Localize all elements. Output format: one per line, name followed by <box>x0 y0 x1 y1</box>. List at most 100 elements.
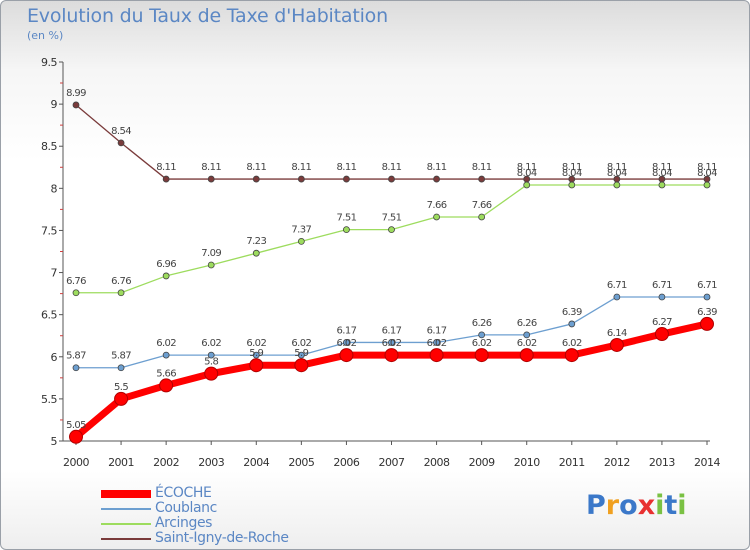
data-point <box>433 213 440 221</box>
data-label: 6.02 <box>156 338 176 349</box>
x-tick-label: 2000 <box>63 456 89 469</box>
data-label: 6.02 <box>336 338 356 349</box>
data-point <box>703 293 711 301</box>
x-tick-label: 2007 <box>379 456 405 469</box>
data-label: 7.09 <box>201 248 221 259</box>
data-point <box>162 272 170 280</box>
data-label: 6.02 <box>472 338 492 349</box>
data-label: 6.14 <box>607 328 627 339</box>
logo-letter: P <box>586 490 606 521</box>
data-point <box>519 348 534 363</box>
data-point <box>658 181 666 189</box>
data-point <box>117 364 125 372</box>
data-label: 6.26 <box>472 318 492 329</box>
x-tick-label: 2001 <box>108 456 134 469</box>
data-point <box>297 237 305 245</box>
data-label: 8.11 <box>607 162 627 173</box>
data-point <box>568 181 576 189</box>
data-label: 6.27 <box>652 317 672 328</box>
legend-swatch <box>101 538 151 540</box>
data-label: 6.39 <box>697 307 717 318</box>
data-label: 8.11 <box>517 162 537 173</box>
data-label: 8.11 <box>291 162 311 173</box>
data-point <box>204 366 219 381</box>
data-point <box>72 289 80 297</box>
data-label: 8.54 <box>111 126 131 137</box>
logo-letter: i <box>677 490 687 521</box>
data-point <box>207 261 215 269</box>
data-label: 6.17 <box>382 325 402 336</box>
legend-label: ÉCOCHE <box>155 485 212 501</box>
data-label: 6.76 <box>111 276 131 287</box>
y-tick-label: 5.5 <box>41 393 57 406</box>
y-tick-label: 8.5 <box>41 140 57 153</box>
x-tick-label: 2013 <box>649 456 675 469</box>
data-label: 8.11 <box>562 162 582 173</box>
data-point <box>297 351 305 359</box>
data-point <box>162 175 170 183</box>
data-point <box>703 181 711 189</box>
data-label: 6.02 <box>291 338 311 349</box>
data-point <box>478 175 486 183</box>
data-label: 8.11 <box>472 162 492 173</box>
data-label: 8.04 <box>562 168 582 179</box>
data-label: 6.02 <box>562 338 582 349</box>
data-label: 8.11 <box>201 162 221 173</box>
data-point <box>433 175 440 183</box>
data-label: 7.66 <box>472 200 492 211</box>
data-label: 7.37 <box>291 224 311 235</box>
data-label: 8.04 <box>697 168 717 179</box>
x-tick-label: 2008 <box>424 456 450 469</box>
data-label: 7.51 <box>382 213 402 224</box>
data-label: 7.23 <box>246 236 266 247</box>
data-point <box>613 181 621 189</box>
proxiti-logo: Proxiti <box>586 490 687 521</box>
data-label: 6.76 <box>66 276 86 287</box>
data-point <box>564 348 579 363</box>
data-point <box>72 364 80 372</box>
legend-label: Saint-Igny-de-Roche <box>155 530 289 546</box>
data-label: 8.11 <box>427 162 447 173</box>
data-point <box>388 226 395 234</box>
data-label: 7.51 <box>336 213 356 224</box>
legend-swatch <box>101 490 151 498</box>
data-point <box>384 348 399 363</box>
data-label: 8.11 <box>382 162 402 173</box>
data-point <box>117 139 125 147</box>
data-point <box>700 316 714 331</box>
data-point <box>117 289 125 297</box>
y-tick-label: 9 <box>51 98 58 111</box>
data-label: 6.02 <box>246 338 266 349</box>
data-point <box>114 391 129 406</box>
data-point <box>568 320 576 328</box>
data-point <box>388 339 395 346</box>
data-label: 6.02 <box>201 338 221 349</box>
data-point <box>72 101 80 109</box>
data-label: 6.71 <box>697 280 717 291</box>
data-point <box>69 429 83 444</box>
data-point <box>252 351 260 359</box>
data-point <box>162 351 170 359</box>
y-tick-label: 6 <box>51 351 58 364</box>
legend-swatch <box>101 523 151 525</box>
x-tick-label: 2004 <box>243 456 269 469</box>
x-tick-label: 2010 <box>514 456 540 469</box>
data-label: 8.11 <box>336 162 356 173</box>
data-point <box>343 339 350 346</box>
data-label: 5.87 <box>111 351 131 362</box>
data-label: 6.71 <box>607 280 627 291</box>
chart-subtitle: (en %) <box>27 29 64 42</box>
data-label: 6.02 <box>382 338 402 349</box>
series-1: 5.87 5.87 6.02 6.02 6.02 6.02 6.17 6.17 6.17 6.26… <box>66 280 718 372</box>
x-tick-label: 2002 <box>153 456 179 469</box>
data-label: 8.11 <box>697 162 717 173</box>
data-point <box>523 331 531 339</box>
data-point <box>207 175 215 183</box>
data-point <box>294 358 309 373</box>
x-tick-label: 2012 <box>604 456 630 469</box>
logo-letter: r <box>605 490 620 521</box>
logo-letter: t <box>664 490 678 521</box>
data-label: 5.9 <box>249 348 263 359</box>
data-label: 5.05 <box>66 420 86 431</box>
